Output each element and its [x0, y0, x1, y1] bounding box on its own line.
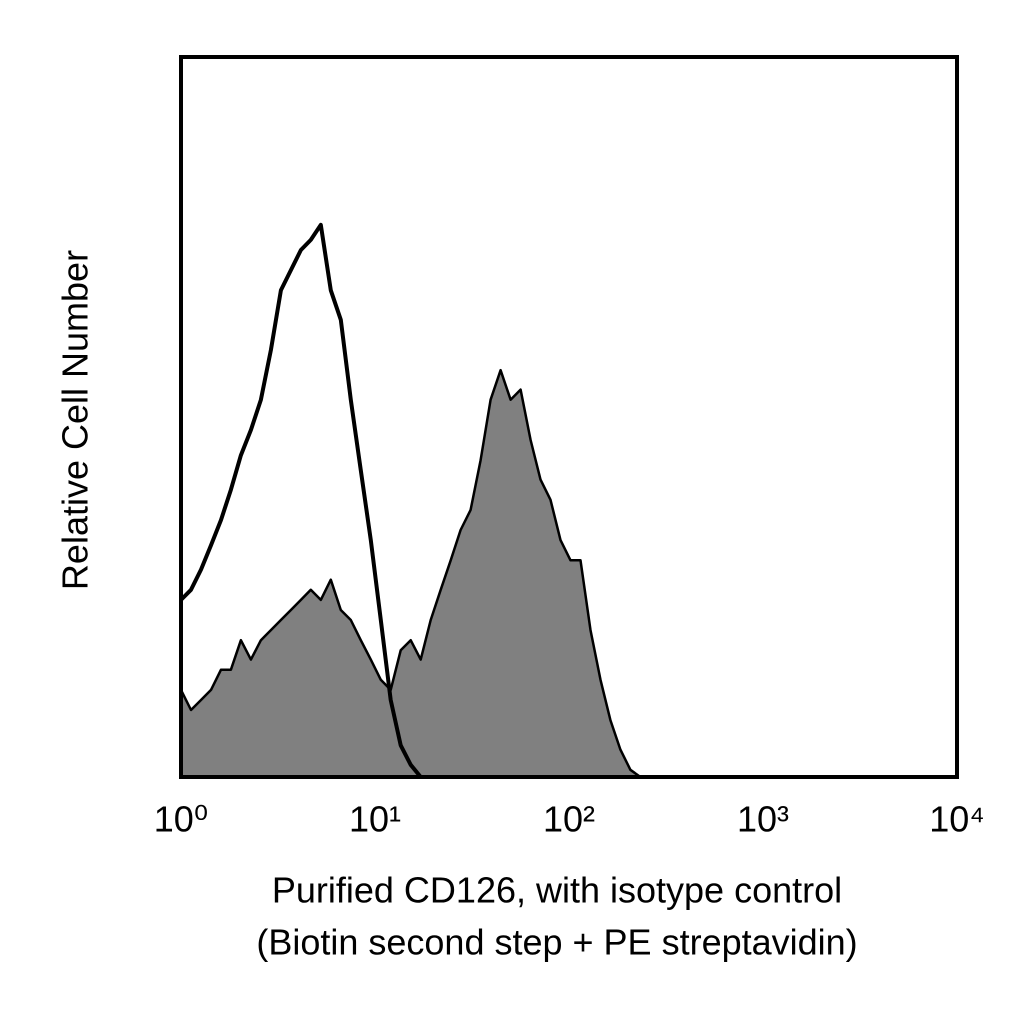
- plot-frame: [179, 55, 959, 779]
- x-tick-label: 10⁰: [154, 799, 208, 840]
- x-axis-label: (Biotin second step + PE streptavidin): [256, 922, 857, 963]
- x-tick-label: 10²: [543, 799, 595, 840]
- x-tick-label: 10¹: [349, 799, 401, 840]
- x-axis-label: Purified CD126, with isotype control: [272, 870, 842, 911]
- x-tick-label: 10⁴: [929, 799, 985, 840]
- y-axis-label: Relative Cell Number: [55, 250, 96, 590]
- histogram-area: [179, 368, 642, 779]
- x-tick-label: 10³: [737, 799, 789, 840]
